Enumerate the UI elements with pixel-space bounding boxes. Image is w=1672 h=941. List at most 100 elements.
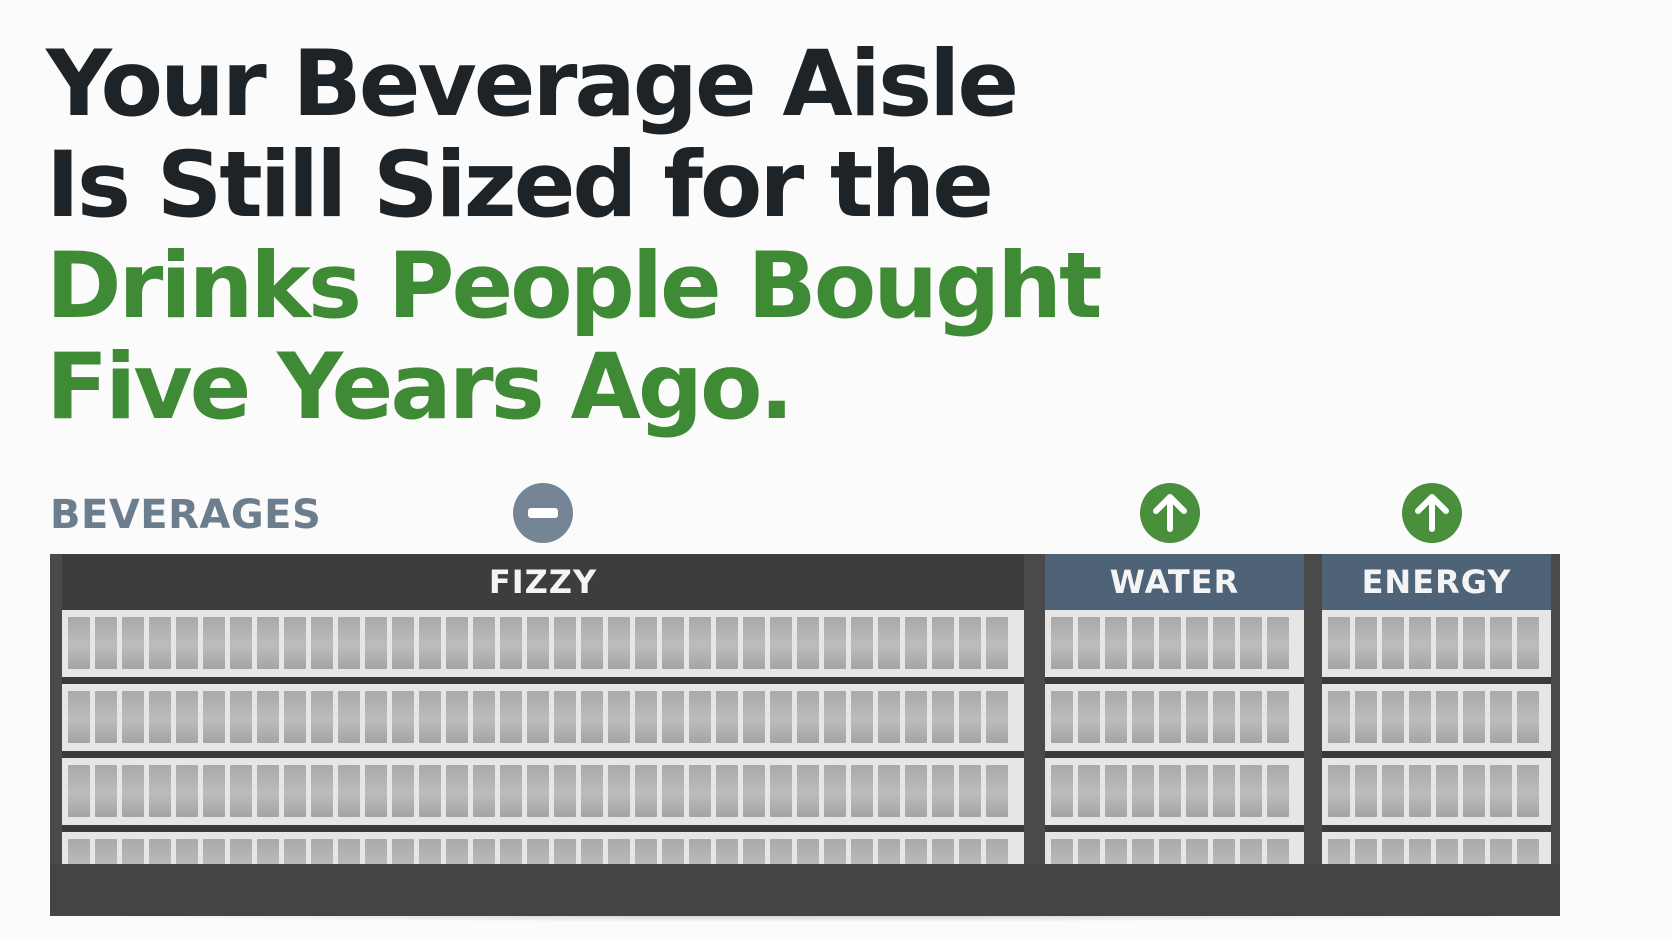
bottle-product (554, 617, 576, 669)
bottle-product (1186, 617, 1208, 669)
bottle-product (203, 765, 225, 817)
bottle-product (797, 617, 819, 669)
bottle-product (176, 617, 198, 669)
bottle-product (1409, 839, 1431, 864)
shelf-row (1322, 758, 1551, 825)
bottle-product (635, 765, 657, 817)
bottle-product (1186, 691, 1208, 743)
bottle-product (770, 691, 792, 743)
shelves-fizzy (62, 610, 1024, 864)
bottle-product (1105, 617, 1127, 669)
bottle-product (770, 765, 792, 817)
bottle-product (1105, 839, 1127, 864)
bottle-product (1159, 839, 1181, 864)
shelf-section-water: WATER (1036, 554, 1313, 916)
bottle-product (338, 691, 360, 743)
bottle-product (554, 765, 576, 817)
bottle-product (1328, 839, 1350, 864)
bottle-product (1436, 765, 1458, 817)
bottle-product (1436, 839, 1458, 864)
bottle-product (338, 617, 360, 669)
shelves-water (1045, 610, 1304, 864)
bottle-product (1463, 617, 1485, 669)
shelf-row (1045, 610, 1304, 677)
bottle-product (716, 691, 738, 743)
bottle-product (68, 765, 90, 817)
bottle-product (1382, 839, 1404, 864)
bottle-product (635, 691, 657, 743)
bottle-product (986, 617, 1008, 669)
bottle-product (284, 617, 306, 669)
bottle-product (1355, 691, 1377, 743)
shelf-row (62, 832, 1024, 864)
bottle-product (986, 839, 1008, 864)
bottle-product (1051, 691, 1073, 743)
bottle-product (1213, 691, 1235, 743)
bottle-product (122, 617, 144, 669)
bottle-product (500, 691, 522, 743)
bottle-product (1051, 765, 1073, 817)
bottle-product (95, 617, 117, 669)
bottle-product (1078, 691, 1100, 743)
bottle-product (1267, 765, 1289, 817)
bottle-product (905, 617, 927, 669)
bottle-product (122, 691, 144, 743)
bottle-product (1240, 617, 1262, 669)
bottle-product (581, 765, 603, 817)
bottle-product (662, 691, 684, 743)
bottle-product (932, 765, 954, 817)
bottle-product (1159, 691, 1181, 743)
bottle-product (176, 765, 198, 817)
bottle-product (1105, 691, 1127, 743)
bottle-product (959, 765, 981, 817)
bottle-product (527, 839, 549, 864)
shelf-row (1045, 758, 1304, 825)
bottle-product (581, 691, 603, 743)
bottle-product (959, 691, 981, 743)
bottle-product (446, 839, 468, 864)
bottle-product (1132, 617, 1154, 669)
bottle-product (257, 617, 279, 669)
bottle-product (1213, 765, 1235, 817)
bottle-product (446, 691, 468, 743)
headline: Your Beverage Aisle Is Still Sized for t… (46, 34, 1103, 440)
bottle-product (851, 765, 873, 817)
bottle-product (824, 765, 846, 817)
bottle-product (95, 691, 117, 743)
bottle-product (311, 617, 333, 669)
bottle-product (527, 691, 549, 743)
bottle-product (986, 765, 1008, 817)
bottle-product (1105, 765, 1127, 817)
bottle-product (1078, 765, 1100, 817)
shelf-row (1322, 832, 1551, 864)
bottle-product (716, 765, 738, 817)
bottle-product (1409, 617, 1431, 669)
arrow-up-icon (1402, 483, 1462, 543)
bottle-product (419, 765, 441, 817)
bottle-product (95, 765, 117, 817)
bottle-product (1490, 839, 1512, 864)
headline-line-4: Five Years Ago. (46, 335, 794, 440)
bottle-product (1517, 839, 1539, 864)
bottle-product (851, 839, 873, 864)
bottle-product (1328, 617, 1350, 669)
bottle-product (1159, 617, 1181, 669)
bottle-product (959, 839, 981, 864)
bottle-product (770, 839, 792, 864)
bottle-product (365, 765, 387, 817)
bottle-product (1382, 765, 1404, 817)
bottle-product (311, 691, 333, 743)
shelf-row (62, 684, 1024, 751)
bottle-product (1490, 765, 1512, 817)
shelf-base (1036, 864, 1313, 916)
bottle-product (473, 617, 495, 669)
bottle-product (1051, 839, 1073, 864)
bottle-product (1078, 617, 1100, 669)
bottle-product (851, 691, 873, 743)
bottle-product (608, 691, 630, 743)
bottle-product (1517, 691, 1539, 743)
bottle-product (1355, 839, 1377, 864)
bottle-product (203, 691, 225, 743)
bottle-product (203, 839, 225, 864)
bottle-product (1436, 691, 1458, 743)
